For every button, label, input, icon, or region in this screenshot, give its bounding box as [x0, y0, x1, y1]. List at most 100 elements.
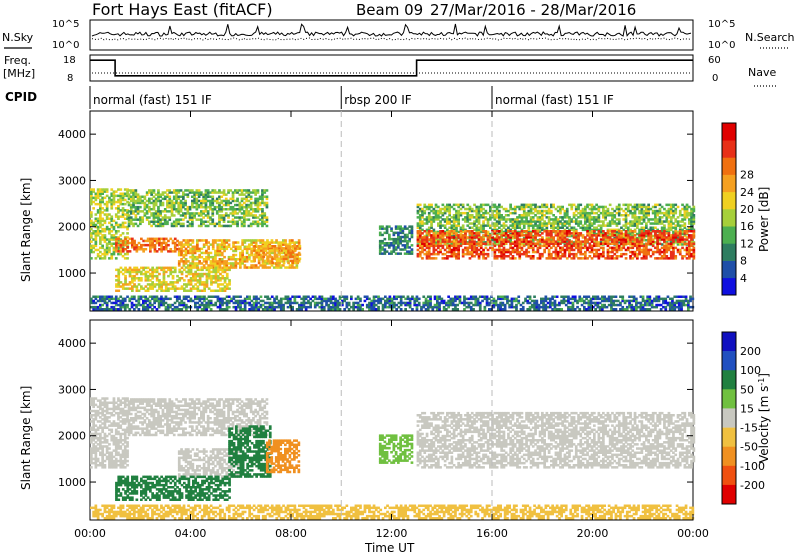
- echo-cell: [593, 238, 596, 241]
- echo-cell: [257, 245, 261, 248]
- echo-cell: [179, 199, 183, 203]
- echo-cell: [446, 243, 449, 246]
- noise-left-tick-top: 10^5: [52, 19, 79, 30]
- echo-cell: [500, 228, 503, 232]
- echo-cell: [577, 244, 580, 248]
- echo-cell: [674, 224, 678, 227]
- echo-cell: [568, 239, 571, 242]
- echo-cell: [479, 214, 483, 217]
- echo-cell: [669, 242, 673, 245]
- echo-cell: [491, 214, 494, 217]
- echo-cell: [520, 228, 524, 232]
- echo-cell: [99, 192, 102, 195]
- echo-cell: [479, 242, 483, 245]
- echo-cell: [157, 214, 160, 217]
- echo-cell: [135, 250, 139, 253]
- echo-cell: [124, 268, 127, 272]
- echo-cell: [397, 235, 400, 239]
- echo-cell: [291, 264, 294, 267]
- echo-cell: [615, 211, 619, 215]
- echo-cell: [427, 211, 431, 215]
- echo-cell: [631, 214, 635, 217]
- echo-cell: [160, 246, 163, 249]
- echo-cell: [633, 255, 637, 258]
- echo-cell: [189, 268, 193, 272]
- echo-cell: [482, 222, 485, 225]
- echo-cell: [507, 250, 510, 254]
- echo-cell: [452, 246, 456, 250]
- echo-cell: [117, 250, 121, 253]
- echo-cell: [498, 220, 501, 223]
- echo-cell: [159, 222, 162, 226]
- echo-cell: [173, 270, 177, 274]
- echo-cell: [495, 224, 499, 227]
- echo-cell: [385, 250, 389, 253]
- echo-cell: [94, 244, 98, 248]
- echo-cell: [552, 257, 555, 260]
- echo-cell: [511, 230, 515, 233]
- echo-cell: [119, 246, 123, 249]
- echo-cell: [127, 195, 131, 198]
- echo-cell: [259, 239, 262, 242]
- echo-cell: [654, 232, 657, 235]
- echo-cell: [565, 230, 569, 233]
- echo-cell: [196, 274, 200, 278]
- echo-cell: [227, 203, 230, 207]
- echo-cell: [210, 281, 213, 284]
- echo-cell: [636, 242, 639, 245]
- echo-cell: [421, 242, 424, 245]
- echo-cell: [620, 207, 623, 211]
- echo-cell: [552, 222, 555, 225]
- echo-cell: [538, 218, 542, 221]
- echo-cell: [511, 250, 515, 254]
- echo-cell: [114, 230, 118, 233]
- echo-cell: [162, 277, 166, 280]
- echo-cell: [399, 248, 402, 251]
- echo-cell: [90, 246, 93, 250]
- echo-cell: [146, 287, 150, 290]
- echo-cell: [674, 211, 678, 215]
- echo-cell: [669, 220, 673, 223]
- echo-cell: [96, 232, 100, 235]
- echo-cell: [642, 203, 646, 207]
- echo-cell: [121, 272, 125, 276]
- echo-cell: [291, 255, 295, 258]
- echo-cell: [665, 241, 669, 244]
- echo-cell: [541, 203, 544, 207]
- echo-cell: [94, 236, 98, 239]
- echo-cell: [636, 222, 639, 225]
- echo-cell: [99, 303, 102, 307]
- echo-cell: [629, 228, 632, 232]
- echo-cell: [105, 246, 109, 250]
- echo-cell: [669, 238, 673, 241]
- echo-cell: [220, 258, 224, 261]
- echo-cell: [421, 209, 424, 213]
- echo-cell: [446, 244, 449, 248]
- echo-cell: [504, 230, 508, 234]
- echo-cell: [94, 202, 98, 206]
- echo-cell: [123, 236, 127, 239]
- echo-cell: [556, 250, 560, 254]
- echo-cell: [179, 205, 183, 209]
- echo-cell: [606, 236, 610, 239]
- echo-cell: [416, 203, 420, 207]
- echo-cell: [590, 203, 594, 207]
- echo-cell: [297, 260, 301, 263]
- echo-cell: [218, 220, 221, 223]
- echo-cell: [117, 188, 120, 191]
- echo-cell: [188, 222, 192, 226]
- echo-cell: [642, 252, 646, 256]
- echo-cell: [249, 214, 253, 217]
- echo-cell: [421, 207, 424, 211]
- echo-cell: [565, 257, 569, 260]
- echo-cell: [513, 232, 517, 235]
- echo-cell: [191, 253, 195, 257]
- echo-cell: [489, 216, 492, 219]
- echo-cell: [597, 244, 601, 248]
- echo-cell: [423, 209, 427, 213]
- echo-cell: [155, 268, 159, 272]
- echo-cell: [255, 251, 259, 254]
- echo-cell: [207, 287, 211, 290]
- echo-cell: [132, 218, 135, 221]
- echo-cell: [172, 203, 176, 207]
